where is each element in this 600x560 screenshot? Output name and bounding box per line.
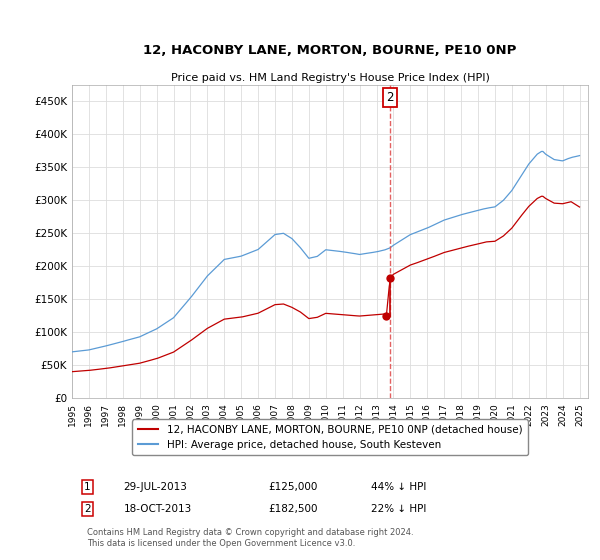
Text: Price paid vs. HM Land Registry's House Price Index (HPI): Price paid vs. HM Land Registry's House … bbox=[170, 73, 490, 82]
Text: 22% ↓ HPI: 22% ↓ HPI bbox=[371, 504, 427, 514]
Text: 2: 2 bbox=[84, 504, 91, 514]
Text: 2: 2 bbox=[386, 91, 394, 104]
Text: 18-OCT-2013: 18-OCT-2013 bbox=[124, 504, 192, 514]
Text: 1: 1 bbox=[84, 482, 91, 492]
Text: Contains HM Land Registry data © Crown copyright and database right 2024.
This d: Contains HM Land Registry data © Crown c… bbox=[88, 528, 414, 548]
Legend: 12, HACONBY LANE, MORTON, BOURNE, PE10 0NP (detached house), HPI: Average price,: 12, HACONBY LANE, MORTON, BOURNE, PE10 0… bbox=[133, 419, 527, 455]
Text: 44% ↓ HPI: 44% ↓ HPI bbox=[371, 482, 427, 492]
Text: £182,500: £182,500 bbox=[268, 504, 317, 514]
Text: 29-JUL-2013: 29-JUL-2013 bbox=[124, 482, 187, 492]
Text: 12, HACONBY LANE, MORTON, BOURNE, PE10 0NP: 12, HACONBY LANE, MORTON, BOURNE, PE10 0… bbox=[143, 44, 517, 57]
Text: £125,000: £125,000 bbox=[268, 482, 317, 492]
